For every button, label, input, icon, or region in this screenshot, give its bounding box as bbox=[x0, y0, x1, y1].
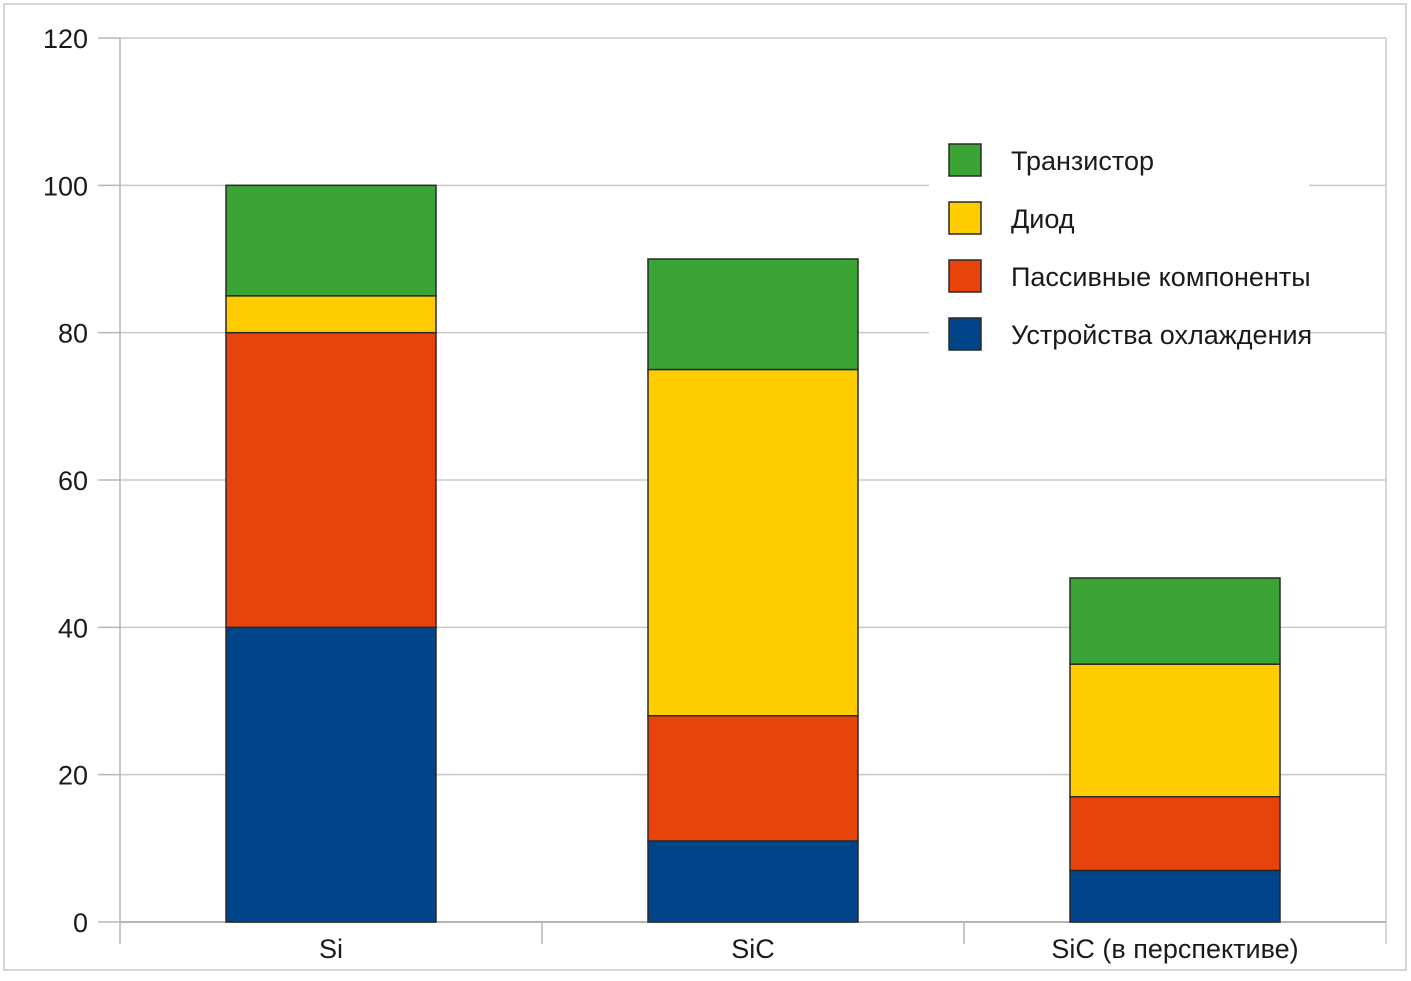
y-tick-label: 100 bbox=[43, 171, 88, 201]
legend-background bbox=[929, 132, 1309, 370]
legend-swatch bbox=[948, 201, 982, 235]
y-tick-label: 40 bbox=[58, 613, 88, 643]
legend-swatch bbox=[948, 259, 982, 293]
x-tick-label: SiC bbox=[731, 934, 775, 964]
legend-label: Пассивные компоненты bbox=[1011, 262, 1311, 292]
legend-label: Устройства охлаждения bbox=[1011, 320, 1312, 350]
bar-segment bbox=[647, 714, 859, 842]
bar-segment bbox=[1069, 796, 1281, 872]
bar-segment bbox=[647, 840, 859, 923]
y-tick-label: 0 bbox=[73, 908, 88, 938]
bar-segment bbox=[1069, 577, 1281, 665]
bar-segment bbox=[225, 295, 437, 334]
y-tick-label: 60 bbox=[58, 466, 88, 496]
legend-label: Транзистор bbox=[1011, 146, 1154, 176]
bar-segment bbox=[225, 184, 437, 297]
bars bbox=[225, 184, 1281, 923]
axis-labels: 0 20 40 60 80 100 120 Si SiC SiC (в перспективе) bbox=[43, 24, 1299, 964]
bar-segment bbox=[647, 368, 859, 717]
legend-label: Диод bbox=[1011, 204, 1075, 234]
bar-segment bbox=[1069, 663, 1281, 798]
x-tick-label: Si bbox=[319, 934, 343, 964]
y-tick-label: 80 bbox=[58, 319, 88, 349]
legend-swatch bbox=[948, 317, 982, 351]
legend-swatch bbox=[948, 143, 982, 177]
legend: Транзистор Диод Пассивные компоненты Устрой… bbox=[929, 132, 1312, 370]
bar-segment bbox=[225, 626, 437, 923]
bar-segment bbox=[1069, 869, 1281, 923]
x-tick-label: SiC (в перспективе) bbox=[1051, 934, 1298, 964]
y-tick-label: 120 bbox=[43, 24, 88, 54]
y-tick-label: 20 bbox=[58, 761, 88, 791]
bar-segment bbox=[225, 331, 437, 629]
bar-segment bbox=[647, 258, 859, 371]
